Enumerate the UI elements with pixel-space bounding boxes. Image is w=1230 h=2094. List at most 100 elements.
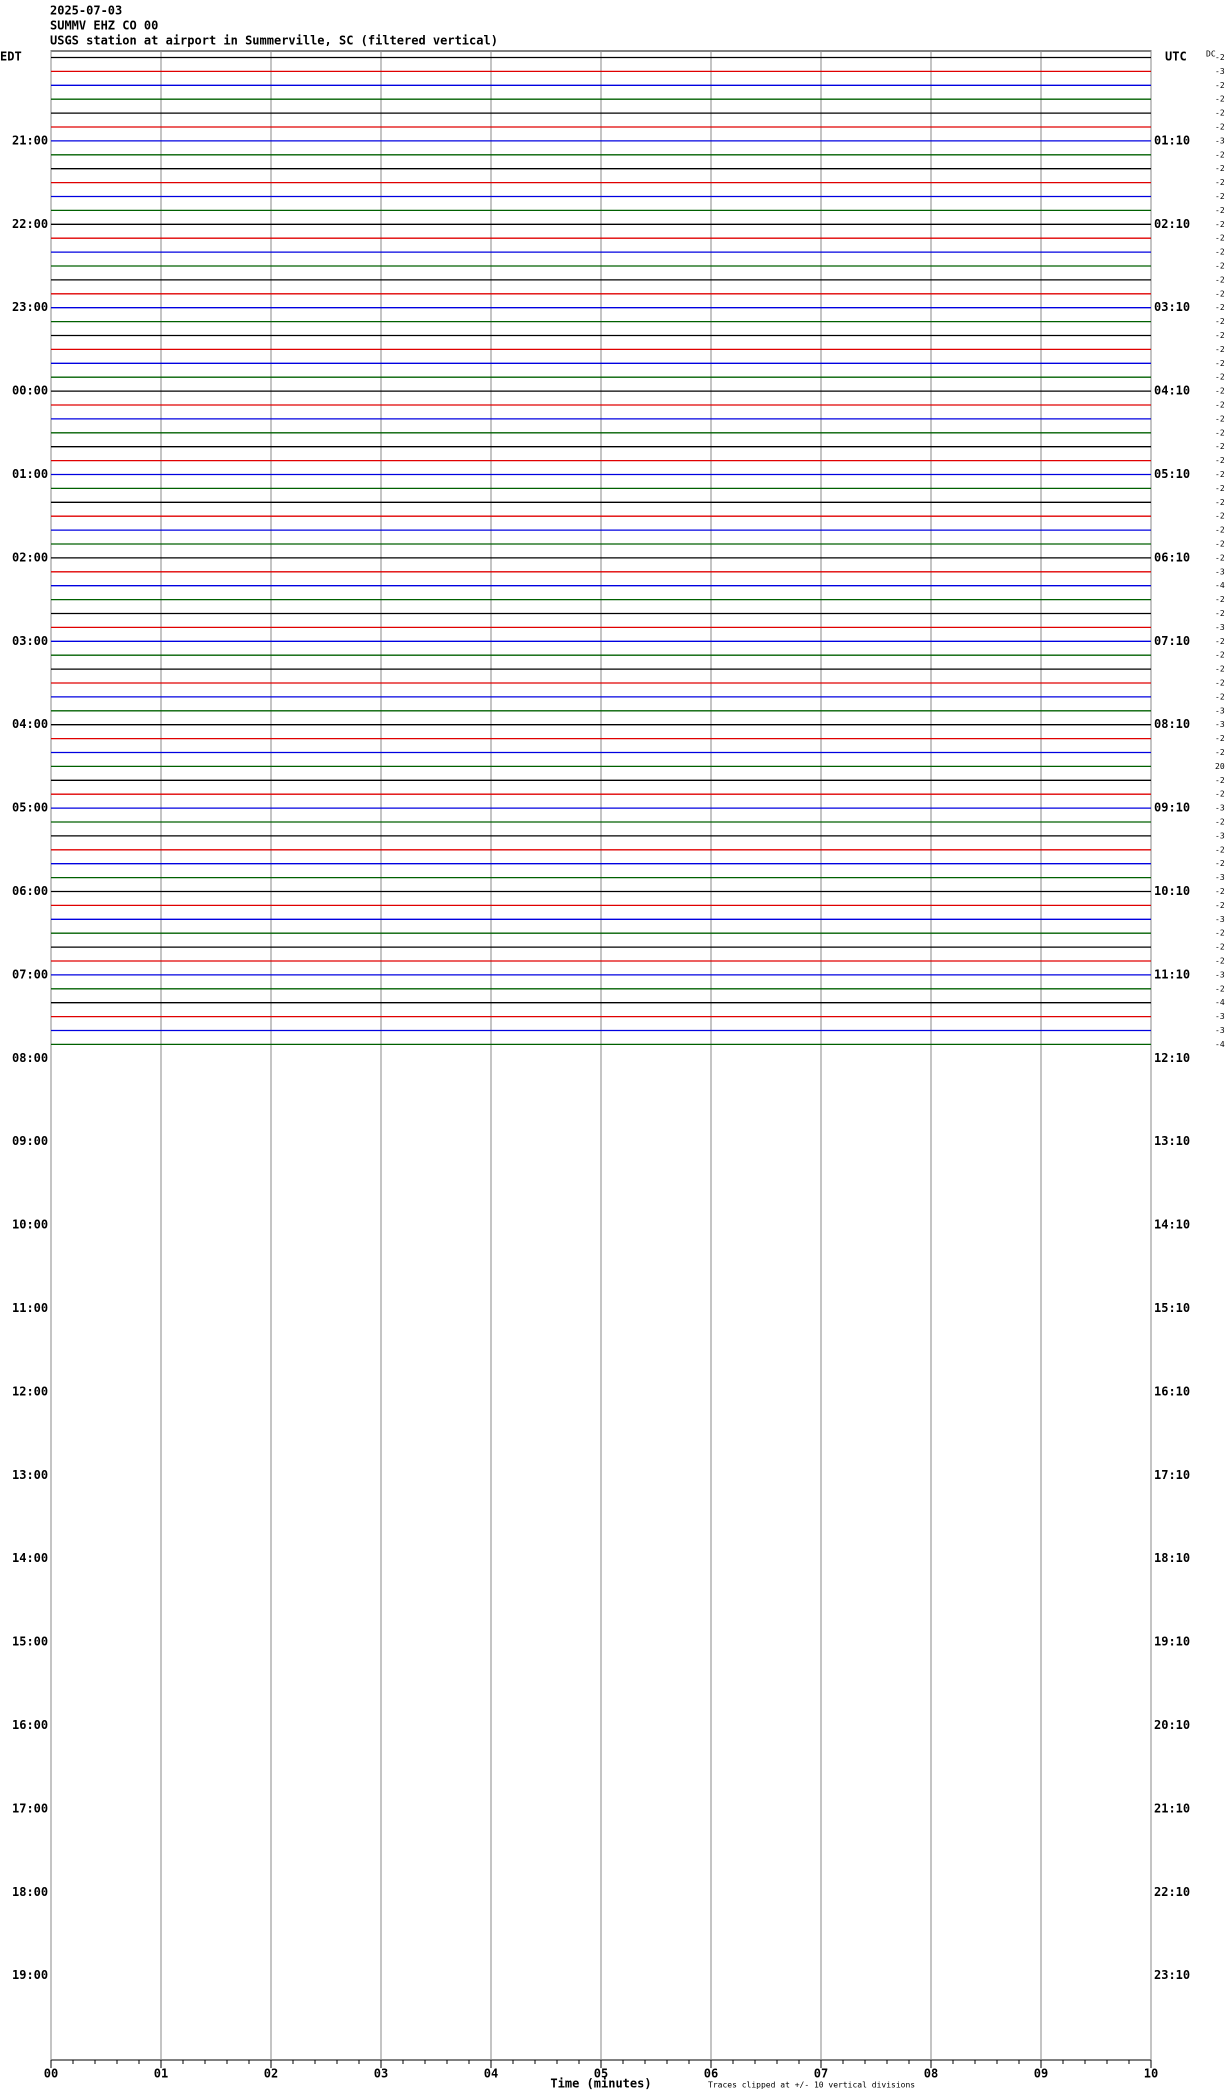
dc-label: -3	[1215, 567, 1225, 576]
right-hour: 21:10	[1154, 1801, 1190, 1815]
dc-label: -2	[1215, 387, 1225, 396]
dc-label: -4	[1215, 1040, 1225, 1049]
dc-label: -2	[1215, 943, 1225, 952]
dc-label: -2	[1215, 317, 1225, 326]
left-hour: 10:00	[12, 1218, 48, 1232]
dc-label: -2	[1215, 401, 1225, 410]
right-hour: 14:10	[1154, 1218, 1190, 1232]
x-tick-label: 10	[1144, 2067, 1158, 2081]
dc-label: -3	[1215, 915, 1225, 924]
dc-label: -2	[1215, 859, 1225, 868]
note: Traces clipped at +/- 10 vertical divisi…	[708, 2081, 915, 2090]
dc-label: -2	[1215, 526, 1225, 535]
dc-label: -2	[1215, 359, 1225, 368]
dc-label: -2	[1215, 929, 1225, 938]
dc-label: -2	[1215, 456, 1225, 465]
dc-label: -3	[1215, 706, 1225, 715]
chart-title: USGS station at airport in Summerville, …	[50, 34, 498, 48]
dc-label: -3	[1215, 970, 1225, 979]
dc-label: -2	[1215, 345, 1225, 354]
dc-header: DC	[1206, 50, 1216, 59]
dc-label: -2	[1215, 248, 1225, 257]
right-hour: 07:10	[1154, 634, 1190, 648]
left-hour: 19:00	[12, 1968, 48, 1982]
left-hour: 09:00	[12, 1134, 48, 1148]
left-hour: 12:00	[12, 1384, 48, 1398]
x-axis-label: Time (minutes)	[550, 2077, 651, 2091]
dc-label: -3	[1215, 623, 1225, 632]
x-tick-label: 09	[1034, 2067, 1048, 2081]
left-hour: 18:00	[12, 1885, 48, 1899]
left-hour: 16:00	[12, 1718, 48, 1732]
dc-label: -2	[1215, 164, 1225, 173]
dc-label: -2	[1215, 984, 1225, 993]
right-hour: 10:10	[1154, 884, 1190, 898]
dc-label: -2	[1215, 123, 1225, 132]
dc-label: -2	[1215, 414, 1225, 423]
dc-label: -2	[1215, 428, 1225, 437]
x-tick-label: 08	[924, 2067, 938, 2081]
left-hour: 22:00	[12, 217, 48, 231]
dc-label: -3	[1215, 136, 1225, 145]
left-hour: 07:00	[12, 967, 48, 981]
date: 2025-07-03	[50, 4, 122, 18]
dc-label: -2	[1215, 734, 1225, 743]
left-hour: 00:00	[12, 384, 48, 398]
dc-label: -2	[1215, 303, 1225, 312]
right-hour: 13:10	[1154, 1134, 1190, 1148]
left-hour: 03:00	[12, 634, 48, 648]
right-hour: 22:10	[1154, 1885, 1190, 1899]
dc-label: -2	[1215, 540, 1225, 549]
right-hour: 16:10	[1154, 1384, 1190, 1398]
right-hour: 18:10	[1154, 1551, 1190, 1565]
dc-label: -2	[1215, 373, 1225, 382]
x-tick-label: 07	[814, 2067, 828, 2081]
left-hour: 21:00	[12, 133, 48, 147]
left-hour: 04:00	[12, 717, 48, 731]
right-hour: 20:10	[1154, 1718, 1190, 1732]
right-hour: 11:10	[1154, 967, 1190, 981]
x-tick-label: 01	[154, 2067, 168, 2081]
dc-label: -3	[1215, 720, 1225, 729]
dc-label: -2	[1215, 109, 1225, 118]
station: SUMMV EHZ CO 00	[50, 19, 158, 33]
dc-label: -3	[1215, 873, 1225, 882]
right-hour: 17:10	[1154, 1468, 1190, 1482]
dc-label: -2	[1215, 262, 1225, 271]
dc-label: -3	[1215, 831, 1225, 840]
dc-label: -2	[1215, 95, 1225, 104]
dc-label: -2	[1215, 484, 1225, 493]
dc-label: -2	[1215, 776, 1225, 785]
dc-label: -2	[1215, 220, 1225, 229]
dc-label: -2	[1215, 442, 1225, 451]
left-hour: 05:00	[12, 801, 48, 815]
dc-label: -2	[1215, 470, 1225, 479]
dc-label: -2	[1215, 331, 1225, 340]
dc-label: -2	[1215, 845, 1225, 854]
left-hour: 14:00	[12, 1551, 48, 1565]
right-hour: 05:10	[1154, 467, 1190, 481]
x-tick-label: 04	[484, 2067, 498, 2081]
dc-label: -2	[1215, 192, 1225, 201]
dc-label: -4	[1215, 998, 1225, 1007]
dc-label: -3	[1215, 67, 1225, 76]
right-hour: 02:10	[1154, 217, 1190, 231]
left-hour: 15:00	[12, 1635, 48, 1649]
dc-label: -2	[1215, 81, 1225, 90]
left-hour: 17:00	[12, 1801, 48, 1815]
dc-label: -2	[1215, 289, 1225, 298]
left-hour: 06:00	[12, 884, 48, 898]
dc-label: -2	[1215, 748, 1225, 757]
left-hour: 08:00	[12, 1051, 48, 1065]
dc-label: -2	[1215, 595, 1225, 604]
dc-label: -4	[1215, 581, 1225, 590]
dc-label: 20	[1215, 762, 1225, 771]
right-hour: 04:10	[1154, 384, 1190, 398]
dc-label: -3	[1215, 1026, 1225, 1035]
left-hour: 13:00	[12, 1468, 48, 1482]
x-tick-label: 00	[44, 2067, 58, 2081]
x-tick-label: 02	[264, 2067, 278, 2081]
dc-label: -2	[1215, 901, 1225, 910]
dc-label: -2	[1215, 53, 1225, 62]
